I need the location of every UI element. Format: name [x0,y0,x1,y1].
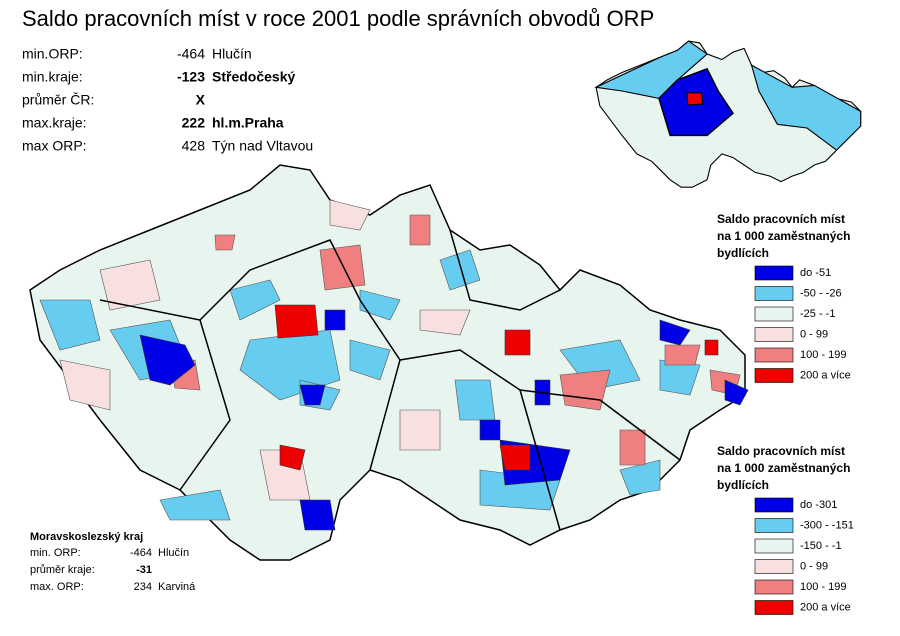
legend-swatch [754,265,794,281]
stat-label: min.kraje: [22,69,83,85]
inset-stats: Moravskoslezský kraj min. ORP: -464 Hlučín p… [30,531,196,593]
stat-label: min.ORP: [22,46,83,62]
legend-title: na 1 000 zaměstnaných [717,461,850,475]
district-areas [274,304,719,471]
stat-label: max ORP: [22,138,87,154]
stat-name: Hlučín [212,46,252,62]
stat-value: -464 [177,46,205,62]
legend-swatch [754,347,794,363]
legend-label: 0 - 99 [800,560,828,572]
inset-stat-label: min. ORP: [30,547,81,559]
inset-stat-value: -31 [136,564,152,576]
stat-value: X [196,92,206,108]
inset-map [594,40,862,188]
legend-swatch [754,327,794,342]
inset-stat-value: -464 [130,547,152,559]
legend-swatch [754,579,794,595]
inset-title: Moravskoslezský kraj [30,531,143,543]
legend-title: bydlících [717,246,769,260]
legend-title: bydlících [717,478,769,492]
stat-value: 222 [182,115,206,131]
inset-stat-label: max. ORP: [30,581,84,593]
inset-stat-label: průměr kraje: [30,564,95,576]
legend-title: Saldo pracovních míst [717,444,845,458]
legend-label: 0 - 99 [800,328,828,340]
stat-value: 428 [182,138,206,154]
legend-label: do -51 [800,267,831,279]
stat-value: -123 [177,69,205,85]
stats: min.ORP: -464 Hlučín min.kraje: -123 Středoče… [22,46,313,154]
legend-swatch [754,559,794,574]
legend-swatch [754,286,794,301]
stat-label: průměr ČR: [22,92,94,108]
legend-swatch [754,368,794,383]
legend-label: -150 - -1 [800,540,842,552]
legend-title: Saldo pracovních míst [717,212,845,226]
legends: Saldo pracovních míst na 1 000 zaměstnaný… [717,212,854,615]
legend-label: -25 - -1 [800,308,835,320]
legend-swatch [754,497,794,513]
legend-label: -300 - -151 [800,519,854,531]
inset-stat-value: 234 [134,581,152,593]
legend-label: 200 a více [800,369,851,381]
legend-swatch [754,306,794,322]
inset-stat-name: Hlučín [158,547,189,559]
legend-swatch [754,600,794,615]
legend-label: do -301 [800,499,837,511]
inset-region [686,92,704,106]
legend-label: -50 - -26 [800,287,842,299]
legend-swatch [754,538,794,554]
inset-region [750,63,862,151]
title: Saldo pracovních míst v roce 2001 podle … [22,6,654,31]
stat-label: max.kraje: [22,115,87,131]
stat-name: Týn nad Vltavou [212,138,313,154]
main-map [29,164,749,561]
region-borders [99,229,681,531]
stat-name: Středočeský [212,69,295,85]
district-areas [59,199,471,501]
legend-title: na 1 000 zaměstnaných [717,229,850,243]
legend-label: 200 a více [800,601,851,613]
inset-region [594,40,708,100]
inset-stat-name: Karviná [158,581,196,593]
legend-label: 100 - 199 [800,349,846,361]
stat-name: hl.m.Praha [212,115,284,131]
legend-swatch [754,518,794,533]
legend-label: 100 - 199 [800,581,846,593]
